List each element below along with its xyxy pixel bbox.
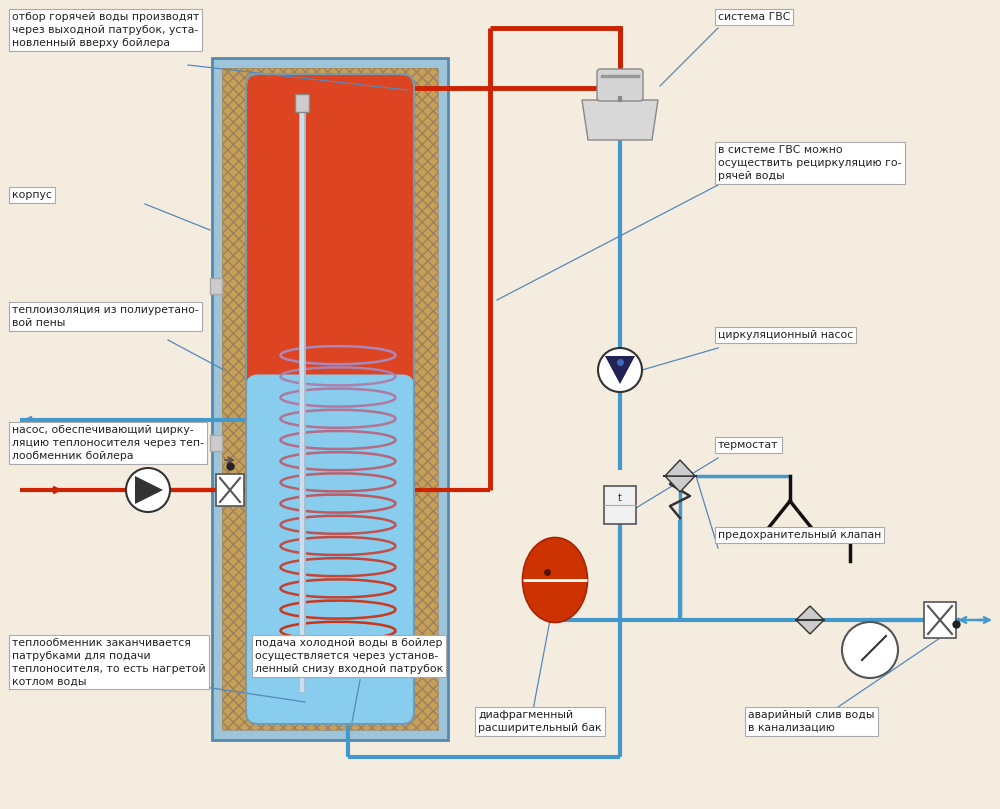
FancyBboxPatch shape	[597, 69, 643, 101]
Text: насос, обеспечивающий цирку-
ляцию теплоносителя через теп-
лообменник бойлера: насос, обеспечивающий цирку- ляцию тепло…	[12, 425, 204, 460]
Circle shape	[842, 622, 898, 678]
Polygon shape	[665, 460, 695, 476]
FancyBboxPatch shape	[212, 58, 448, 740]
FancyBboxPatch shape	[222, 68, 438, 730]
Polygon shape	[796, 620, 824, 634]
Text: отбор горячей воды производят
через выходной патрубок, уста-
новленный вверху бо: отбор горячей воды производят через выхо…	[12, 12, 199, 48]
Polygon shape	[665, 476, 695, 492]
Text: система ГВС: система ГВС	[718, 12, 790, 22]
Circle shape	[598, 348, 642, 392]
FancyBboxPatch shape	[246, 74, 414, 724]
Text: в системе ГВС можно
осуществить рециркуляцию го-
рячей воды: в системе ГВС можно осуществить рециркул…	[718, 145, 902, 180]
Polygon shape	[135, 476, 163, 504]
Text: термостат: термостат	[718, 440, 778, 450]
Text: подача холодной воды в бойлер
осуществляется через установ-
ленный снизу входной: подача холодной воды в бойлер осуществля…	[255, 638, 443, 674]
FancyBboxPatch shape	[216, 474, 244, 506]
Text: предохранительный клапан: предохранительный клапан	[718, 530, 881, 540]
Polygon shape	[605, 356, 635, 384]
Text: корпус: корпус	[12, 190, 52, 200]
Ellipse shape	[522, 537, 588, 622]
FancyBboxPatch shape	[210, 434, 222, 451]
FancyBboxPatch shape	[246, 375, 414, 724]
Polygon shape	[796, 606, 824, 620]
Text: циркуляционный насос: циркуляционный насос	[718, 330, 853, 340]
FancyBboxPatch shape	[604, 486, 636, 524]
Circle shape	[126, 468, 170, 512]
FancyBboxPatch shape	[210, 278, 222, 294]
FancyBboxPatch shape	[924, 602, 956, 638]
FancyBboxPatch shape	[295, 94, 309, 112]
Text: теплообменник заканчивается
патрубками для подачи
теплоносителя, то есть нагрето: теплообменник заканчивается патрубками д…	[12, 638, 206, 686]
Text: теплоизоляция из полиуретано-
вой пены: теплоизоляция из полиуретано- вой пены	[12, 305, 199, 328]
Text: t: t	[618, 493, 622, 503]
Text: аварийный слив воды
в канализацию: аварийный слив воды в канализацию	[748, 710, 874, 733]
Polygon shape	[582, 100, 658, 140]
Text: диафрагменный
расширительный бак: диафрагменный расширительный бак	[478, 710, 602, 733]
